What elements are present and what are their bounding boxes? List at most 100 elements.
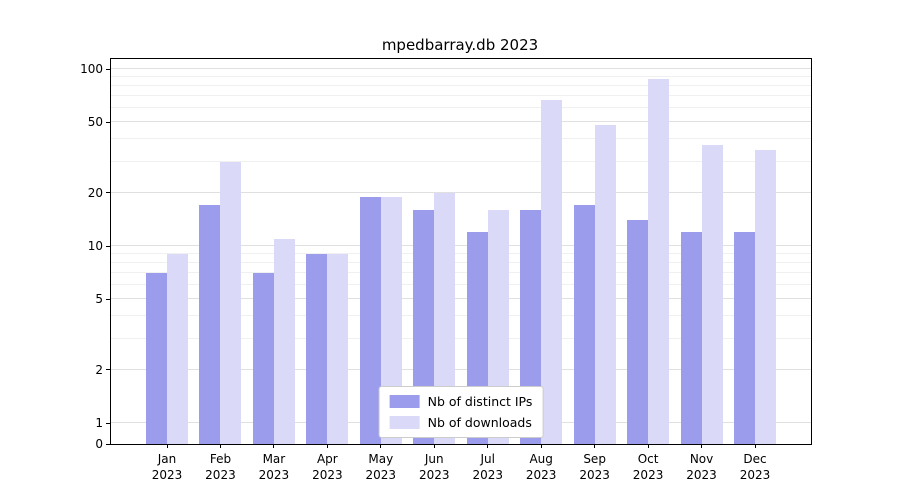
bar-downloads-nov: [701, 145, 723, 444]
gridline-minor: [111, 272, 811, 274]
legend-label-distinct-ips: Nb of distinct IPs: [427, 394, 533, 409]
legend-item-distinct-ips: Nb of distinct IPs: [389, 394, 533, 409]
gridline-minor: [111, 337, 811, 339]
x-tick-month: Jul: [480, 452, 495, 466]
bar-distinct-ips-dec: [734, 232, 755, 444]
x-tick-month: Mar: [262, 452, 286, 466]
x-tick-year: 2023: [205, 468, 236, 482]
y-axis-tick-mark: [106, 422, 110, 424]
x-axis-tick-label: Sep 2023: [560, 451, 630, 483]
x-axis-tick-mark: [594, 444, 596, 448]
bar-distinct-ips-jun: [413, 209, 435, 444]
x-axis-tick-mark: [166, 444, 168, 448]
x-tick-year: 2023: [632, 468, 664, 482]
y-axis-tick-mark: [106, 245, 110, 247]
y-axis-tick-mark: [106, 68, 110, 70]
bar-downloads-mar: [273, 238, 295, 444]
x-tick-month: Nov: [689, 452, 714, 466]
bar-distinct-ips-aug: [520, 209, 542, 444]
legend-swatch-distinct-ips: [389, 395, 420, 408]
y-axis-tick-label: 1: [95, 416, 103, 430]
y-axis-tick-label: 10: [87, 239, 103, 253]
gridline-major: [111, 121, 811, 123]
x-axis-tick-label: Aug 2023: [506, 451, 576, 483]
bar-downloads-feb: [220, 161, 242, 444]
y-axis-tick-label: 50: [87, 115, 103, 130]
x-axis-tick-mark: [487, 444, 489, 448]
gridline-major: [111, 191, 811, 193]
gridline-minor: [111, 262, 811, 264]
y-axis-tick-mark: [106, 298, 110, 300]
gridline-major: [111, 68, 811, 69]
x-tick-month: Oct: [637, 452, 659, 466]
x-axis-tick-label: Feb 2023: [185, 451, 255, 483]
x-axis-tick-mark: [273, 444, 275, 448]
x-axis-tick-mark: [433, 444, 435, 448]
legend-item-downloads: Nb of downloads: [389, 415, 533, 430]
x-tick-month: Sep: [583, 452, 606, 466]
gridline-minor: [111, 160, 811, 162]
x-tick-month: Jan: [157, 452, 177, 466]
gridline-minor: [111, 76, 811, 78]
x-axis-tick-label: Jun 2023: [399, 451, 469, 483]
x-tick-month: Aug: [529, 452, 553, 466]
x-axis-tick-mark: [219, 444, 221, 448]
y-axis-tick-label: 2: [95, 362, 103, 377]
x-tick-year: 2023: [418, 468, 450, 482]
bar-distinct-ips-nov: [680, 232, 702, 444]
x-tick-month: Feb: [209, 452, 232, 466]
x-axis-tick-label: Jan 2023: [132, 451, 202, 483]
bar-distinct-ips-jan: [146, 273, 167, 444]
y-axis-tick-label: 5: [95, 292, 103, 307]
gridline-major: [111, 245, 811, 246]
x-tick-year: 2023: [579, 468, 610, 482]
bar-distinct-ips-feb: [199, 205, 221, 444]
bar-downloads-oct: [648, 78, 670, 444]
bar-distinct-ips-mar: [252, 273, 274, 444]
y-axis-tick-mark: [106, 443, 110, 445]
bar-distinct-ips-apr: [306, 254, 328, 444]
x-axis-tick-label: May 2023: [346, 451, 416, 483]
bar-downloads-jun: [434, 192, 456, 444]
chart-title: mpedbarray.db 2023: [381, 36, 539, 54]
bar-distinct-ips-sep: [573, 205, 595, 444]
gridline-minor: [111, 284, 811, 286]
legend-label-downloads: Nb of downloads: [427, 415, 532, 430]
x-tick-year: 2023: [258, 468, 290, 482]
bar-downloads-apr: [327, 254, 349, 444]
x-tick-month: Jun: [424, 452, 444, 466]
x-tick-month: Apr: [316, 452, 338, 466]
x-tick-month: Dec: [743, 452, 767, 466]
x-tick-month: May: [368, 452, 394, 466]
x-tick-year: 2023: [686, 468, 717, 482]
x-tick-year: 2023: [151, 468, 183, 482]
gridline-minor: [111, 253, 811, 255]
x-axis-tick-mark: [326, 444, 328, 448]
gridline-minor: [111, 85, 811, 87]
y-axis-tick-mark: [106, 192, 110, 194]
x-tick-year: 2023: [525, 468, 557, 482]
gridline-minor: [111, 315, 811, 317]
bar-downloads-sep: [594, 125, 616, 444]
gridline-minor: [111, 107, 811, 109]
x-axis-tick-mark: [380, 444, 382, 448]
bar-downloads-aug: [541, 99, 563, 444]
x-axis-tick-label: Oct 2023: [613, 451, 683, 483]
x-tick-year: 2023: [472, 468, 503, 482]
gridline-major: [111, 368, 811, 370]
gridline-minor: [111, 95, 811, 97]
bar-downloads-dec: [755, 149, 776, 444]
x-axis-tick-mark: [754, 444, 756, 448]
x-tick-year: 2023: [739, 468, 771, 482]
x-tick-year: 2023: [312, 468, 343, 482]
bar-downloads-may: [380, 196, 402, 444]
x-tick-year: 2023: [365, 468, 397, 482]
gridline-minor: [111, 138, 811, 140]
bar-distinct-ips-may: [359, 196, 381, 444]
y-axis-tick-mark: [106, 369, 110, 371]
y-axis-tick-label: 20: [87, 185, 103, 200]
x-axis-tick-label: Mar 2023: [239, 451, 309, 483]
bar-downloads-jan: [167, 254, 188, 444]
y-axis-tick-label: 0: [95, 437, 103, 451]
